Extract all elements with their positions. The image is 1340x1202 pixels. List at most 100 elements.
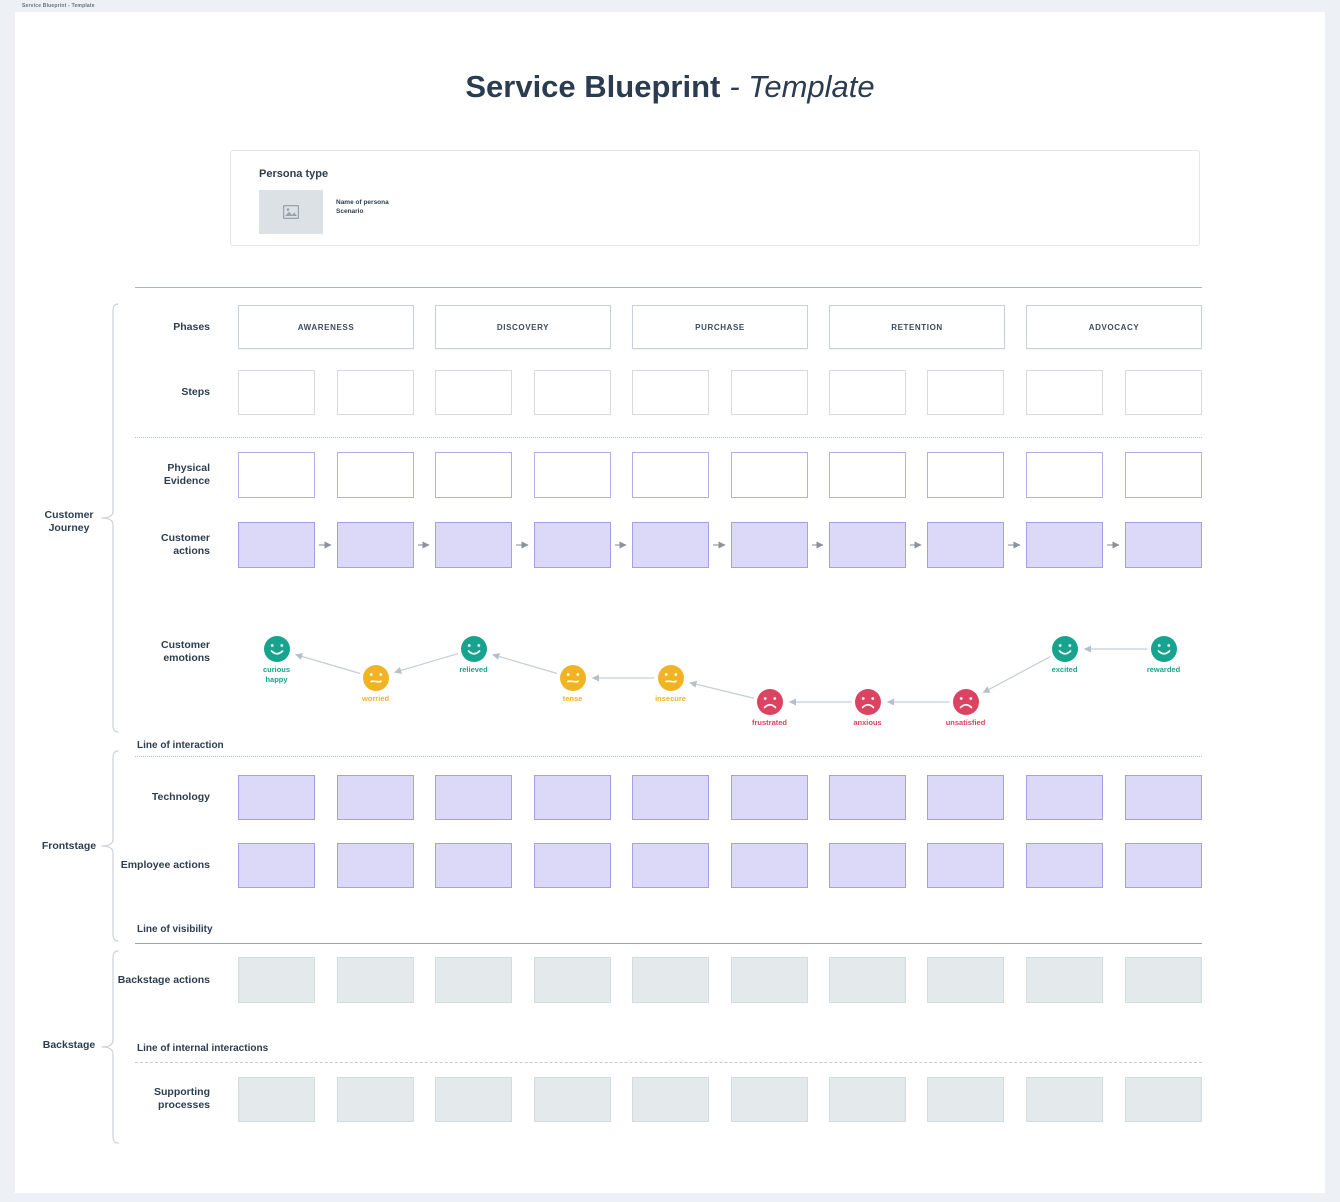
physical-evidence-cell-7[interactable] [829,452,906,498]
physical-evidence-cell-2[interactable] [337,452,414,498]
phase-box-advocacy[interactable]: ADVOCACY [1026,305,1202,349]
steps-cell-4[interactable] [534,370,611,415]
supporting-processes-cell-1[interactable] [238,1077,315,1122]
physical-evidence-cell-6[interactable] [731,452,808,498]
customer-actions-cell-1[interactable] [238,522,315,568]
technology-cell-5[interactable] [632,775,709,820]
supporting-processes-cell-2[interactable] [337,1077,414,1122]
backstage-actions-cell-2[interactable] [337,957,414,1003]
supporting-processes-cell-8[interactable] [927,1077,1004,1122]
emotion-excited-face[interactable] [1048,632,1082,666]
phase-box-awareness[interactable]: AWARENESS [238,305,414,349]
persona-card[interactable]: Persona type Name of persona Scenario [230,150,1200,246]
customer-actions-cell-10[interactable] [1125,522,1202,568]
row-label-customer-emotions: Customer emotions [160,639,210,664]
emotion-relieved-face[interactable] [457,632,491,666]
customer-actions-cell-9[interactable] [1026,522,1103,568]
steps-cell-9[interactable] [1026,370,1103,415]
customer-actions-cell-2[interactable] [337,522,414,568]
employee-actions-cell-3[interactable] [435,843,512,888]
customer-journey-brace [101,303,119,733]
frontstage-brace [101,750,119,942]
phase-box-discovery[interactable]: DISCOVERY [435,305,611,349]
emotion-curious-happy-face[interactable] [260,632,294,666]
phase-box-purchase[interactable]: PURCHASE [632,305,808,349]
backstage-actions-cell-8[interactable] [927,957,1004,1003]
supporting-processes-cell-6[interactable] [731,1077,808,1122]
technology-cell-7[interactable] [829,775,906,820]
physical-evidence-cell-8[interactable] [927,452,1004,498]
supporting-processes-cell-4[interactable] [534,1077,611,1122]
emotion-label-anxious: anxious [853,718,882,727]
emotion-insecure-face[interactable] [654,661,688,695]
physical-evidence-cell-5[interactable] [632,452,709,498]
persona-name-label: Name of persona [336,199,389,206]
backstage-actions-cell-6[interactable] [731,957,808,1003]
supporting-processes-cell-9[interactable] [1026,1077,1103,1122]
supporting-processes-cell-10[interactable] [1125,1077,1202,1122]
line-of-internal-interactions-label: Line of internal interactions [137,1043,269,1054]
backstage-actions-cell-5[interactable] [632,957,709,1003]
backstage-actions-cell-9[interactable] [1026,957,1103,1003]
backstage-brace [101,950,119,1144]
steps-cell-8[interactable] [927,370,1004,415]
backstage-actions-cell-1[interactable] [238,957,315,1003]
technology-cell-9[interactable] [1026,775,1103,820]
physical-evidence-cell-4[interactable] [534,452,611,498]
customer-actions-cell-5[interactable] [632,522,709,568]
physical-evidence-cell-1[interactable] [238,452,315,498]
supporting-processes-cell-3[interactable] [435,1077,512,1122]
customer-actions-cell-8[interactable] [927,522,1004,568]
emotion-anxious-face[interactable] [851,685,885,719]
emotion-label-rewarded: rewarded [1146,665,1181,674]
technology-cell-6[interactable] [731,775,808,820]
technology-cell-4[interactable] [534,775,611,820]
customer-actions-cell-4[interactable] [534,522,611,568]
steps-cell-7[interactable] [829,370,906,415]
steps-cell-3[interactable] [435,370,512,415]
backstage-actions-cell-10[interactable] [1125,957,1202,1003]
row-label-backstage-actions: Backstage actions [117,974,210,986]
technology-cell-2[interactable] [337,775,414,820]
supporting-processes-cell-7[interactable] [829,1077,906,1122]
emotion-unsatisfied-face[interactable] [949,685,983,719]
employee-actions-cell-1[interactable] [238,843,315,888]
physical-evidence-cell-10[interactable] [1125,452,1202,498]
employee-actions-cell-7[interactable] [829,843,906,888]
physical-evidence-cell-3[interactable] [435,452,512,498]
persona-image-placeholder[interactable] [259,190,323,234]
customer-actions-cell-7[interactable] [829,522,906,568]
backstage-actions-cell-3[interactable] [435,957,512,1003]
employee-actions-cell-2[interactable] [337,843,414,888]
employee-actions-cell-5[interactable] [632,843,709,888]
employee-actions-cell-4[interactable] [534,843,611,888]
technology-cell-1[interactable] [238,775,315,820]
technology-cell-10[interactable] [1125,775,1202,820]
blueprint-canvas: Service Blueprint - Template Persona type… [15,12,1325,1193]
customer-actions-cell-6[interactable] [731,522,808,568]
employee-actions-cell-6[interactable] [731,843,808,888]
emotion-frustrated-face[interactable] [753,685,787,719]
image-placeholder-icon [283,205,299,219]
steps-cell-10[interactable] [1125,370,1202,415]
steps-cell-6[interactable] [731,370,808,415]
steps-cell-2[interactable] [337,370,414,415]
top-divider-line [135,287,1202,288]
employee-actions-cell-9[interactable] [1026,843,1103,888]
technology-cell-8[interactable] [927,775,1004,820]
technology-cell-3[interactable] [435,775,512,820]
emotion-tense-face[interactable] [556,661,590,695]
backstage-actions-cell-7[interactable] [829,957,906,1003]
backstage-actions-cell-4[interactable] [534,957,611,1003]
emotion-rewarded-face[interactable] [1147,632,1181,666]
group-label-customer-journey: Customer Journey [44,509,94,534]
employee-actions-cell-8[interactable] [927,843,1004,888]
customer-actions-cell-3[interactable] [435,522,512,568]
employee-actions-cell-10[interactable] [1125,843,1202,888]
steps-cell-5[interactable] [632,370,709,415]
physical-evidence-cell-9[interactable] [1026,452,1103,498]
supporting-processes-cell-5[interactable] [632,1077,709,1122]
phase-box-retention[interactable]: RETENTION [829,305,1005,349]
emotion-worried-face[interactable] [359,661,393,695]
steps-cell-1[interactable] [238,370,315,415]
